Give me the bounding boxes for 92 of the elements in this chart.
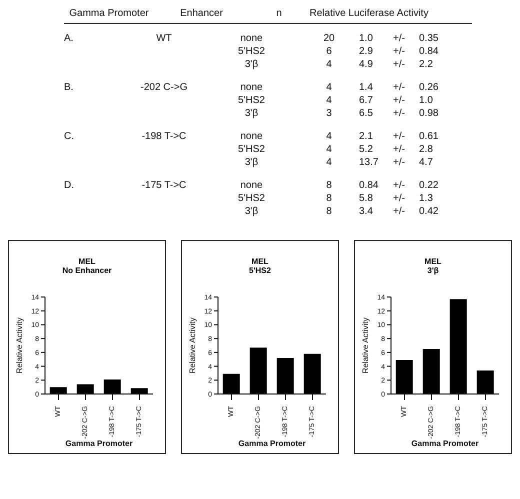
text: +/- [393,107,406,120]
text: 3 [325,107,333,120]
text: 0.84 [359,179,380,192]
text: +/- [393,156,406,169]
text: -175 T->C [140,179,188,192]
text: WT [155,32,173,45]
chart-subtitle: 5'HS2 [248,266,272,275]
text: n [275,8,283,20]
bar [250,348,267,394]
text: Enhancer [179,8,224,20]
text: none [239,130,264,143]
text: 4 [325,156,333,169]
chart-title: MEL [78,257,96,266]
text: 0.22 [419,179,440,192]
y-axis-title: Relative Activity [188,317,197,374]
text: 5'HS2 [237,94,266,107]
text: C. [64,130,75,143]
text: 3'β [244,205,260,218]
text: 6.7 [359,94,374,107]
text: none [239,81,264,94]
text: B. [64,81,74,94]
text: 5.8 [359,192,374,205]
text: 0.61 [419,130,440,143]
text: 8 [325,205,333,218]
text: 3'β [244,107,260,120]
text: 2.1 [359,130,374,143]
text: 1.4 [359,81,374,94]
bar [222,374,240,394]
text: +/- [393,58,406,71]
y-axis-title: Relative Activity [360,317,370,374]
text: 4.7 [419,156,434,169]
text: +/- [393,179,406,192]
text: 0.35 [419,32,440,45]
text: 0.42 [419,205,440,218]
bar [304,354,321,394]
text: 6 [325,45,333,58]
text: 3'β [244,156,260,169]
text: -198 T->C [140,130,188,143]
text: 4 [325,130,333,143]
text: 4 [325,143,333,156]
text: none [239,32,264,45]
text: -202 C->G [140,81,188,94]
y-axis-title: Relative Activity [14,317,24,374]
text: +/- [393,130,406,143]
text: 3'β [244,58,260,71]
chart-subtitle: 3'β [426,266,440,275]
text: 4.9 [359,58,374,71]
text: 0.26 [419,81,440,94]
bar [396,360,413,394]
text: 6.5 [359,107,374,120]
text: 5'HS2 [237,143,266,156]
text: +/- [393,45,406,58]
text: 8 [325,179,333,192]
text: +/- [393,81,406,94]
x-axis-title: Gamma Promoter [238,439,306,448]
text: D. [64,179,75,192]
x-axis-title: Gamma Promoter [411,439,479,448]
text: 4 [325,94,333,107]
text: +/- [393,192,406,205]
text: 1.0 [359,32,374,45]
text: 0.84 [419,45,440,58]
bar [476,370,494,394]
text: 0.98 [419,107,440,120]
text: 3.4 [359,205,374,218]
text: +/- [393,32,406,45]
text: +/- [393,143,406,156]
text: 13.7 [359,156,380,169]
text: 8 [325,192,333,205]
text: none [239,179,264,192]
chart-subtitle: No Enhancer [61,266,113,275]
bar [422,348,440,394]
text: 4 [325,81,333,94]
text: 20 [322,32,336,45]
bar [450,299,467,394]
text: +/- [393,205,406,218]
chart-title: MEL [424,257,442,266]
text: Relative Luciferase Activity [309,8,429,20]
text: 5.2 [359,143,374,156]
text: 2.9 [359,45,374,58]
text: 1.0 [419,94,434,107]
chart-title: MEL [250,257,270,266]
text: 2.2 [419,58,434,71]
text: 1.3 [419,192,434,205]
text: +/- [393,94,406,107]
bar [276,358,294,394]
text: 5'HS2 [237,192,266,205]
x-axis-title: Gamma Promoter [65,439,133,448]
text: Gamma Promoter [68,8,150,20]
text: A. [64,32,74,45]
text: 4 [325,58,333,71]
text: 5'HS2 [237,45,266,58]
text: 2.8 [419,143,434,156]
